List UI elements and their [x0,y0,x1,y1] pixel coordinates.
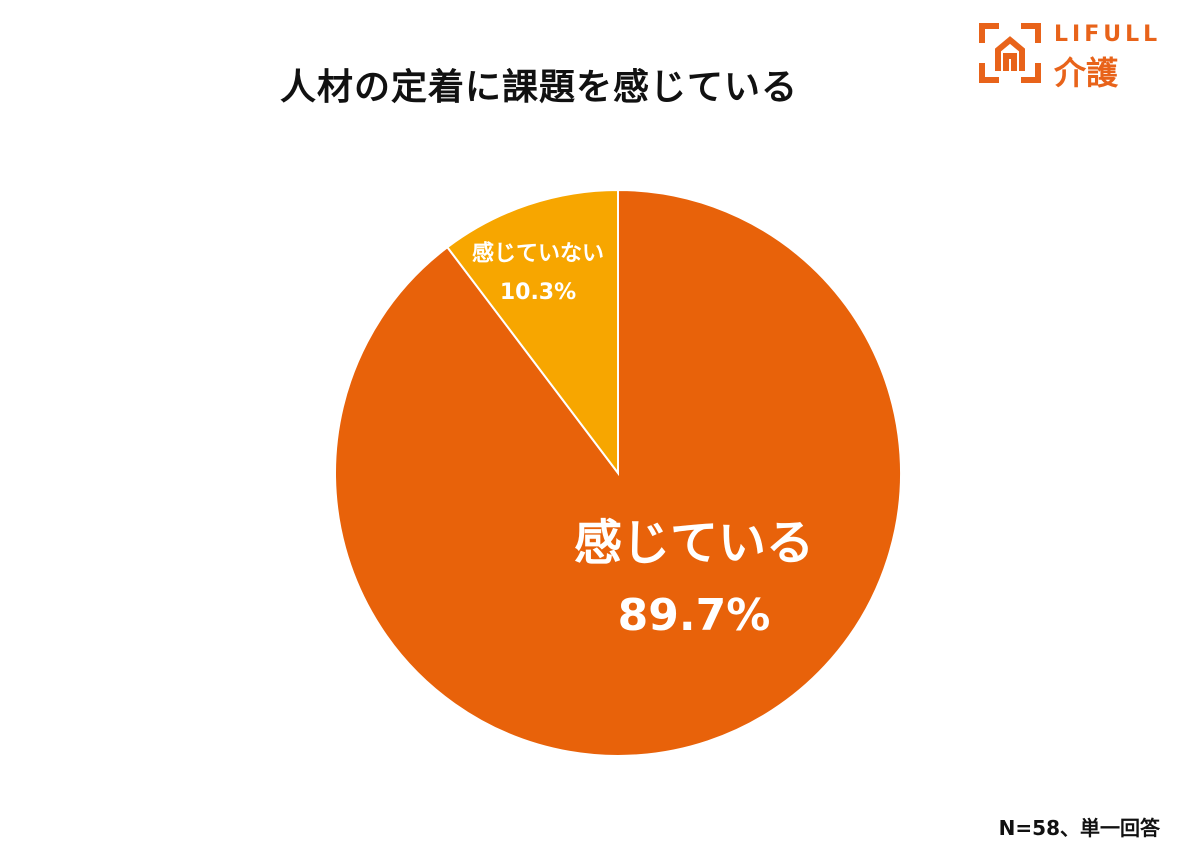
brand-logo: LIFULL 介護 [978,22,1178,92]
logo-brand-text: LIFULL [1054,22,1162,47]
slice-name-label-1: 感じている [574,515,814,571]
slice-value-label-1: 89.7% [618,590,771,641]
slice-value-label-2: 10.3% [500,280,576,305]
chart-title: 人材の定着に課題を感じている [280,67,799,108]
house-bracket-icon [979,23,1041,83]
pie-slice-2 [445,188,619,476]
sample-size-note: N=58、単一回答 [998,816,1160,840]
slice-name-label-2: 感じていない [472,241,604,267]
logo-service-text: 介護 [1054,54,1119,92]
